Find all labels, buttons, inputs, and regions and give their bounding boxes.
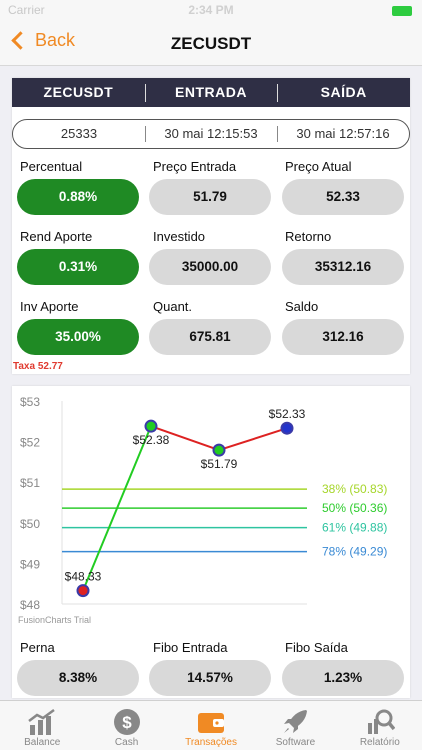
y-tick-label: $49 [20, 557, 40, 571]
metric-value-fibo-saida: 1.23% [282, 660, 404, 696]
fibonacci-label: 61% (49.88) [322, 521, 387, 535]
data-label: $51.79 [201, 457, 238, 471]
rocket-icon [284, 710, 308, 733]
data-point [212, 443, 226, 457]
metric-value-investido: 35000.00 [149, 249, 271, 285]
chart-credit: FusionCharts Trial [18, 615, 91, 625]
report-search-icon [367, 709, 395, 734]
metric-value-preco-atual: 52.33 [282, 179, 404, 215]
tab-label-software: Software [275, 737, 316, 748]
tab-transacoes[interactable]: Transações [169, 701, 253, 750]
taxa-label: Taxa 52.77 [13, 361, 63, 372]
tab-cash[interactable]: $ Cash [84, 701, 168, 750]
metric-label-inv-aporte: Inv Aporte [20, 299, 79, 314]
data-point [144, 419, 158, 433]
metric-label-preco-atual: Preço Atual [285, 159, 352, 174]
metric-label-rend-aporte: Rend Aporte [20, 229, 93, 244]
metric-label-quant: Quant. [153, 299, 193, 314]
metric-label-investido: Investido [153, 229, 206, 244]
metric-label-perna: Perna [20, 640, 55, 655]
status-time: 2:34 PM [188, 3, 234, 17]
tab-balance[interactable]: Balance [0, 701, 84, 750]
tab-label-balance: Balance [24, 737, 61, 748]
status-bar: Carrier 2:34 PM [0, 0, 422, 22]
carrier-label: Carrier [8, 3, 45, 17]
fibonacci-label: 38% (50.83) [322, 482, 387, 496]
data-label: $48.33 [65, 570, 102, 584]
metric-value-retorno: 35312.16 [282, 249, 404, 285]
metric-value-saldo: 312.16 [282, 319, 404, 355]
wallet-icon [198, 713, 225, 733]
y-tick-label: $50 [20, 517, 40, 531]
y-tick-label: $52 [20, 436, 40, 450]
fibonacci-label: 78% (49.29) [322, 545, 387, 559]
tab-label-transacoes: Transações [185, 737, 237, 748]
tab-label-cash: Cash [114, 737, 139, 748]
header-entrada: ENTRADA [144, 78, 278, 107]
tab-relatorio[interactable]: Relatório [338, 701, 422, 750]
metric-value-rend-aporte: 0.31% [17, 249, 139, 285]
data-point [76, 584, 90, 598]
metric-label-saldo: Saldo [285, 299, 319, 314]
y-tick-label: $51 [20, 476, 40, 490]
series-line [82, 425, 152, 591]
summary-header: ZECUSDT ENTRADA SAÍDA [12, 78, 410, 107]
metric-value-inv-aporte: 35.00% [17, 319, 139, 355]
metric-label-percentual: Percentual [20, 159, 83, 174]
y-tick-label: $48 [20, 598, 40, 612]
metric-label-fibo-saida: Fibo Saída [285, 640, 348, 655]
battery-icon [392, 6, 412, 16]
data-label: $52.33 [269, 407, 306, 421]
metric-label-preco-entrada: Preço Entrada [153, 159, 237, 174]
price-chart: $53 $52 $51 $50 $49 $48 38% (50.83) 50% (50.36)… [18, 395, 387, 625]
header-saida: SAÍDA [277, 78, 410, 107]
svg-text:$: $ [122, 713, 132, 732]
y-tick-label: $53 [20, 395, 40, 409]
fibonacci-label: 50% (50.36) [322, 501, 387, 515]
nav-bar: Back ZECUSDT [0, 22, 422, 66]
metric-value-percentual: 0.88% [17, 179, 139, 215]
entrada-time: 30 mai 12:15:53 [145, 120, 277, 148]
metric-value-perna: 8.38% [17, 660, 139, 696]
trade-info-row: 25333 30 mai 12:15:53 30 mai 12:57:16 [12, 119, 410, 149]
metric-label-retorno: Retorno [285, 229, 332, 244]
chart-growth-icon [28, 708, 55, 735]
page-title: ZECUSDT [170, 34, 252, 53]
tab-software[interactable]: Software [253, 701, 337, 750]
metric-label-fibo-entrada: Fibo Entrada [153, 640, 228, 655]
dollar-coin-icon: $ [113, 709, 140, 735]
back-button[interactable]: Back [8, 30, 75, 51]
data-point [280, 421, 294, 435]
tab-bar: Balance $ Cash Transações Software Re [0, 700, 422, 750]
saida-time: 30 mai 12:57:16 [277, 120, 409, 148]
header-symbol: ZECUSDT [43, 84, 114, 100]
back-label: Back [35, 30, 76, 50]
metric-value-fibo-entrada: 14.57% [149, 660, 271, 696]
tab-label-relatorio: Relatório [359, 737, 400, 748]
metric-value-quant: 675.81 [149, 319, 271, 355]
chart-card: $53 $52 $51 $50 $49 $48 38% (50.83) 50% (50.36)… [12, 386, 410, 698]
data-label: $52.38 [133, 433, 170, 447]
summary-card: ZECUSDT ENTRADA SAÍDA 25333 30 mai 12:15… [12, 78, 410, 374]
metric-value-preco-entrada: 51.79 [149, 179, 271, 215]
trade-id: 25333 [60, 126, 98, 141]
